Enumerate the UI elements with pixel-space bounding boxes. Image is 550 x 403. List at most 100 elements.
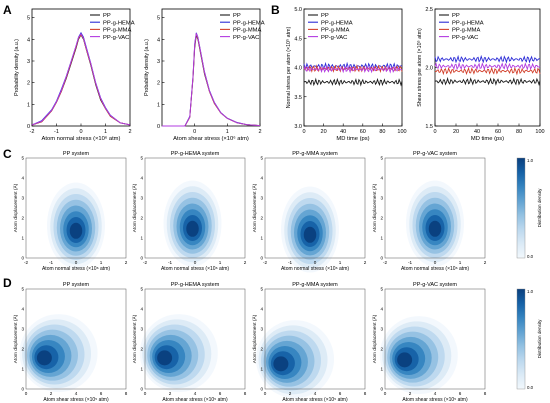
x-axis-label: MD time (ps) xyxy=(336,136,369,142)
x-tick-label: 2 xyxy=(364,260,367,265)
legend-label: PP xyxy=(452,13,460,19)
y-tick-label: 2 xyxy=(157,81,160,87)
y-tick-label: 0 xyxy=(21,256,24,261)
colorbar-C xyxy=(516,157,526,259)
legend-label: PP-g-VAC xyxy=(452,35,478,41)
y-tick-label: 5 xyxy=(260,156,263,161)
y-tick-label: 3 xyxy=(140,196,143,201)
x-axis-label: MD time (ps) xyxy=(471,136,504,142)
y-axis-label: Atom displacement (Å) xyxy=(251,183,258,232)
colorbar-tick-label: 1.0 xyxy=(527,158,534,163)
y-tick-label: 4 xyxy=(21,307,24,312)
y-tick-label: 4 xyxy=(21,176,24,181)
x-tick-label: 2 xyxy=(244,260,247,265)
y-tick-label: 4 xyxy=(260,176,263,181)
x-tick-label: 4 xyxy=(434,391,437,396)
series-line-B2-0 xyxy=(434,76,541,86)
panel-label-b: B xyxy=(271,3,280,17)
y-axis-label: Atom displacement (Å) xyxy=(131,183,138,232)
y-tick-label: 3 xyxy=(157,59,160,65)
x-tick-label: 80 xyxy=(379,129,385,135)
legend-label: PP-g-HEMA xyxy=(103,20,135,26)
y-tick-label: 0 xyxy=(21,387,24,392)
kde-contour-D-2 xyxy=(273,356,289,372)
panel-label-d: D xyxy=(3,276,12,290)
x-tick-label: 0 xyxy=(79,129,82,135)
y-tick-label: 2 xyxy=(27,81,30,87)
series-line-B1-3 xyxy=(303,64,403,74)
subplot-title: PP-g-HEMA system xyxy=(171,282,220,288)
kde-contour-D-0 xyxy=(36,350,52,366)
series-line-A1-2 xyxy=(31,34,131,126)
x-tick-label: 20 xyxy=(453,129,459,135)
x-tick-label: 8 xyxy=(125,391,128,396)
subplot-title: PP-g-HEMA system xyxy=(171,151,220,157)
colorbar-label: Distribution density xyxy=(537,319,542,359)
y-tick-label: 1 xyxy=(27,102,30,108)
y-tick-label: 4.5 xyxy=(294,36,302,42)
legend-label: PP-g-HEMA xyxy=(321,20,353,26)
y-tick-label: 3.5 xyxy=(294,95,302,101)
x-tick-label: 0 xyxy=(25,391,28,396)
y-tick-label: 4 xyxy=(380,307,383,312)
x-tick-label: 100 xyxy=(397,129,406,135)
y-tick-label: 3 xyxy=(260,327,263,332)
legend-label: PP xyxy=(103,13,111,19)
x-axis-label: Atom normal stress (×10⁶ atm) xyxy=(42,135,121,142)
x-axis-label: Atom shear stress (×10⁵ atm) xyxy=(282,397,348,403)
y-tick-label: 1 xyxy=(140,236,143,241)
legend-label: PP-g-VAC xyxy=(103,35,129,41)
y-tick-label: 0 xyxy=(140,256,143,261)
y-tick-label: 4 xyxy=(140,176,143,181)
x-tick-label: 2 xyxy=(128,129,131,135)
legend-label: PP-g-MMA xyxy=(103,28,131,34)
x-tick-label: 40 xyxy=(474,129,480,135)
y-axis-label: Atom displacement (Å) xyxy=(371,183,378,232)
x-tick-label: 6 xyxy=(100,391,103,396)
x-tick-label: -2 xyxy=(30,129,35,135)
y-axis-label: Atom displacement (Å) xyxy=(131,314,138,363)
x-tick-label: 8 xyxy=(484,391,487,396)
plot-frame-C xyxy=(384,157,486,259)
x-tick-label: 2 xyxy=(169,391,172,396)
panel-label-a: A xyxy=(3,3,12,17)
plot-frame-D xyxy=(25,288,127,390)
y-tick-label: 5 xyxy=(380,156,383,161)
x-axis-label: Atom normal stress (×10⁶ atm) xyxy=(401,266,469,272)
x-tick-label: 60 xyxy=(495,129,501,135)
x-tick-label: 4 xyxy=(75,391,78,396)
y-tick-label: 4.0 xyxy=(294,66,302,72)
y-tick-label: 3 xyxy=(380,196,383,201)
y-tick-label: 2 xyxy=(380,347,383,352)
x-tick-label: 20 xyxy=(321,129,327,135)
plot-frame-A2 xyxy=(161,8,261,127)
y-tick-label: 2 xyxy=(380,216,383,221)
x-tick-label: -1 xyxy=(408,260,413,265)
x-tick-label: 1 xyxy=(104,129,107,135)
x-tick-label: 0 xyxy=(75,260,78,265)
colorbar-tick-label: 0.0 xyxy=(527,385,534,390)
series-line-A1-1 xyxy=(31,31,131,126)
y-tick-label: 5 xyxy=(21,156,24,161)
colorbar-tick-label: 0.0 xyxy=(527,254,534,259)
x-tick-label: 2 xyxy=(289,391,292,396)
series-line-A1-3 xyxy=(31,33,131,126)
x-tick-label: 2 xyxy=(125,260,128,265)
y-tick-label: 0 xyxy=(27,124,30,130)
x-tick-label: 4 xyxy=(194,391,197,396)
series-line-A2-2 xyxy=(162,33,261,127)
kde-contour-C-3 xyxy=(428,220,442,237)
y-tick-label: 2.5 xyxy=(425,7,433,13)
x-tick-label: 1 xyxy=(339,260,342,265)
x-axis-label: Atom normal stress (×10⁶ atm) xyxy=(42,266,110,272)
x-tick-label: -1 xyxy=(54,129,59,135)
y-tick-label: 1 xyxy=(157,102,160,108)
legend-label: PP-g-MMA xyxy=(233,28,261,34)
legend-label: PP-g-VAC xyxy=(233,35,259,41)
y-tick-label: 1 xyxy=(380,236,383,241)
y-tick-label: 5 xyxy=(27,16,30,22)
y-axis-label: Probability density (a.u.) xyxy=(144,39,150,96)
y-tick-label: 2.0 xyxy=(425,66,433,72)
x-tick-label: -1 xyxy=(168,260,173,265)
